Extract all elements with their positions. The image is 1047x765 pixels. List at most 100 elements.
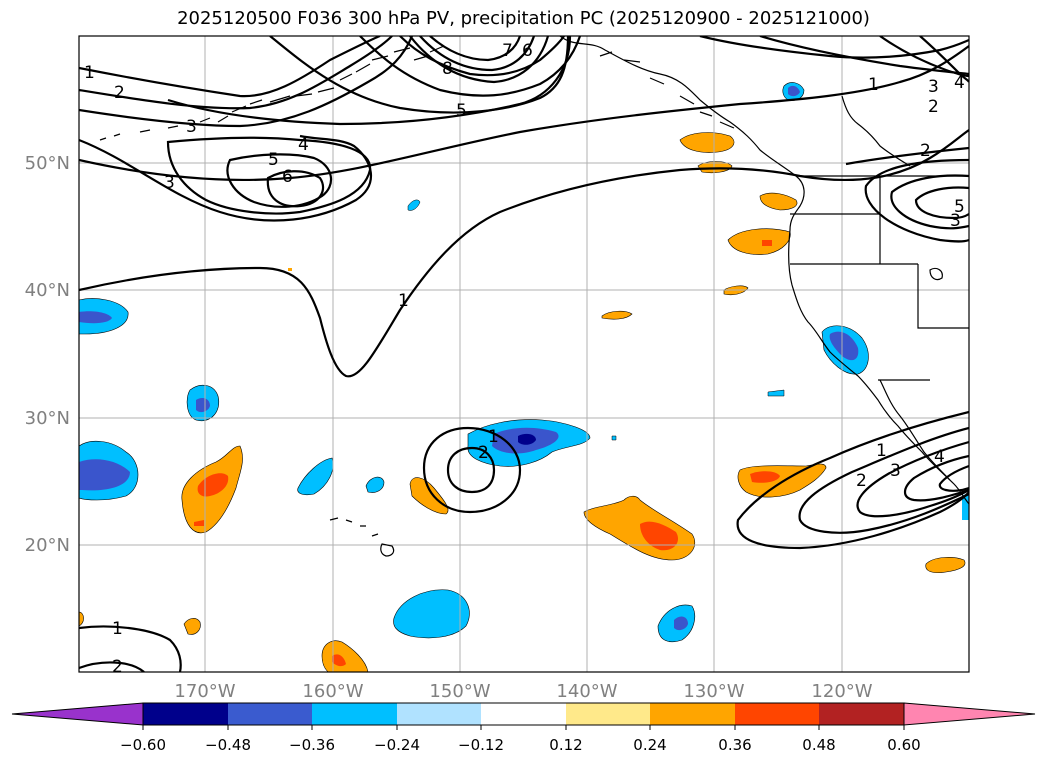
pos-blob-37n (601, 310, 633, 320)
lon-label-150w: 150°W (429, 681, 490, 702)
colorbar-extend-max (903, 702, 1036, 726)
colorbar-segment (397, 703, 481, 725)
pos-blob-43n (727, 228, 791, 255)
pos-blob-22n-core (640, 521, 679, 551)
colorbar-tick-label: 0.12 (549, 736, 582, 754)
state-border-ca-nv (917, 264, 969, 329)
hawaii-islands (329, 517, 395, 557)
pv-contour-4-low (166, 136, 372, 215)
contour-label: 2 (920, 141, 931, 161)
lat-label-30n: 30°N (25, 408, 70, 429)
us-west-coast (788, 229, 969, 505)
pv-contour-east-4 (919, 36, 969, 83)
pos-blob-25n-east-core (750, 471, 780, 483)
colorbar-tick-label: 0.48 (802, 736, 835, 754)
colorbar-segment (566, 703, 650, 725)
lon-labels: 170°W 160°W 150°W 140°W 130°W 120°W (174, 681, 872, 702)
alaska-islands (339, 45, 735, 129)
pv-contours (79, 36, 969, 672)
pv-contour-5-low (226, 153, 332, 208)
contour-label: 2 (478, 443, 489, 463)
pv-contour-2-main (79, 45, 969, 182)
lat-labels: 50°N 40°N 30°N 20°N (25, 153, 70, 556)
pv-contour-labels: 1 2 3 3 4 5 6 5 8 7 6 1 3 4 2 2 3 5 1 1 … (84, 41, 965, 672)
lat-label-20n: 20°N (25, 535, 70, 556)
colorbar-segment (650, 703, 735, 725)
precip-shading (79, 82, 969, 672)
colorbar-extend-min (11, 702, 144, 726)
lon-label-170w: 170°W (174, 681, 235, 702)
lat-label-40n: 40°N (25, 280, 70, 301)
pos-blob-12n-core (332, 654, 346, 667)
pv-contour-1-north (79, 36, 381, 98)
lon-label-140w: 140°W (556, 681, 617, 702)
pv-contour-6-top (409, 36, 550, 84)
colorbar-tick-label: −0.48 (205, 736, 251, 754)
contour-label: 3 (186, 117, 197, 137)
colorbar-segment (735, 703, 819, 725)
pos-blob-43n-core (762, 240, 772, 246)
neg-blob-west-26n-core (79, 459, 130, 491)
precip-anomaly-positive (79, 132, 966, 672)
contour-label: 5 (268, 150, 279, 170)
pv-contour-1-south-east (736, 410, 969, 550)
pos-blob-47n-coast (759, 192, 798, 211)
neg-blob-edge-east (962, 492, 969, 520)
contour-label: 2 (928, 97, 939, 117)
pv-contour-3-mid (79, 134, 373, 222)
pv-contour-4-upper (399, 36, 565, 77)
neg-blob-california-core (829, 331, 859, 361)
contour-label: 1 (868, 75, 879, 95)
contour-label: 3 (164, 173, 175, 193)
contour-label: 2 (856, 471, 867, 491)
colorbar-tick-label: −0.24 (374, 736, 420, 754)
contour-label: 4 (298, 135, 309, 155)
neg-blob-alaska-small-core (788, 85, 800, 97)
lon-label-130w: 130°W (683, 681, 744, 702)
pv-contour-east-3 (879, 36, 969, 78)
lon-label-160w: 160°W (302, 681, 363, 702)
neg-blob-tiny-1 (407, 199, 421, 211)
neg-blob-28n-main-center (518, 433, 536, 445)
colorbar-segment (143, 703, 228, 725)
contour-label: 1 (84, 63, 95, 83)
contour-label: 4 (954, 73, 965, 93)
contour-label: 8 (442, 59, 453, 79)
pv-contour-3-north (79, 36, 414, 128)
contour-label: 7 (502, 41, 513, 61)
contour-label: 2 (114, 83, 125, 103)
pv-contour-circle-1 (422, 426, 522, 514)
contour-label: 6 (282, 167, 293, 187)
pv-contour-1-main (79, 129, 969, 378)
pos-blob-15n (183, 618, 201, 635)
neg-blob-32n-core (196, 398, 210, 413)
colorbar-segment (228, 703, 312, 725)
pv-contour-2-south-east (798, 426, 969, 534)
pv-contour-east-low-4 (914, 186, 969, 220)
contour-label: 5 (456, 101, 467, 121)
pv-contour-east-low-2 (864, 158, 969, 243)
neg-blob-13n-east-core (674, 616, 688, 631)
pv-contour-8-top (429, 36, 522, 62)
contour-label: 5 (954, 197, 965, 217)
neg-blob-24n-b (365, 476, 385, 493)
contour-label: 4 (934, 447, 945, 467)
pos-blob-49n (697, 161, 733, 174)
contour-label: 1 (876, 441, 887, 461)
contour-label: 6 (522, 41, 533, 61)
contour-label: 1 (112, 619, 123, 639)
pv-contour-2-sw (79, 661, 145, 672)
pv-contour-6-low (266, 170, 325, 208)
neg-blob-tiny-3 (611, 435, 617, 441)
contour-label: 3 (890, 461, 901, 481)
colorbar-ticks (142, 725, 905, 730)
pv-contour-2-north (79, 36, 393, 110)
lon-label-120w: 120°W (811, 681, 872, 702)
alaska-coast (559, 36, 805, 231)
colorbar-tick-label: 0.60 (887, 736, 920, 754)
pos-blob-tiny-dot (288, 268, 292, 271)
map-frame (78, 35, 970, 673)
pv-contour-circle-2 (446, 446, 496, 494)
pos-blob-19n-east (925, 557, 966, 574)
